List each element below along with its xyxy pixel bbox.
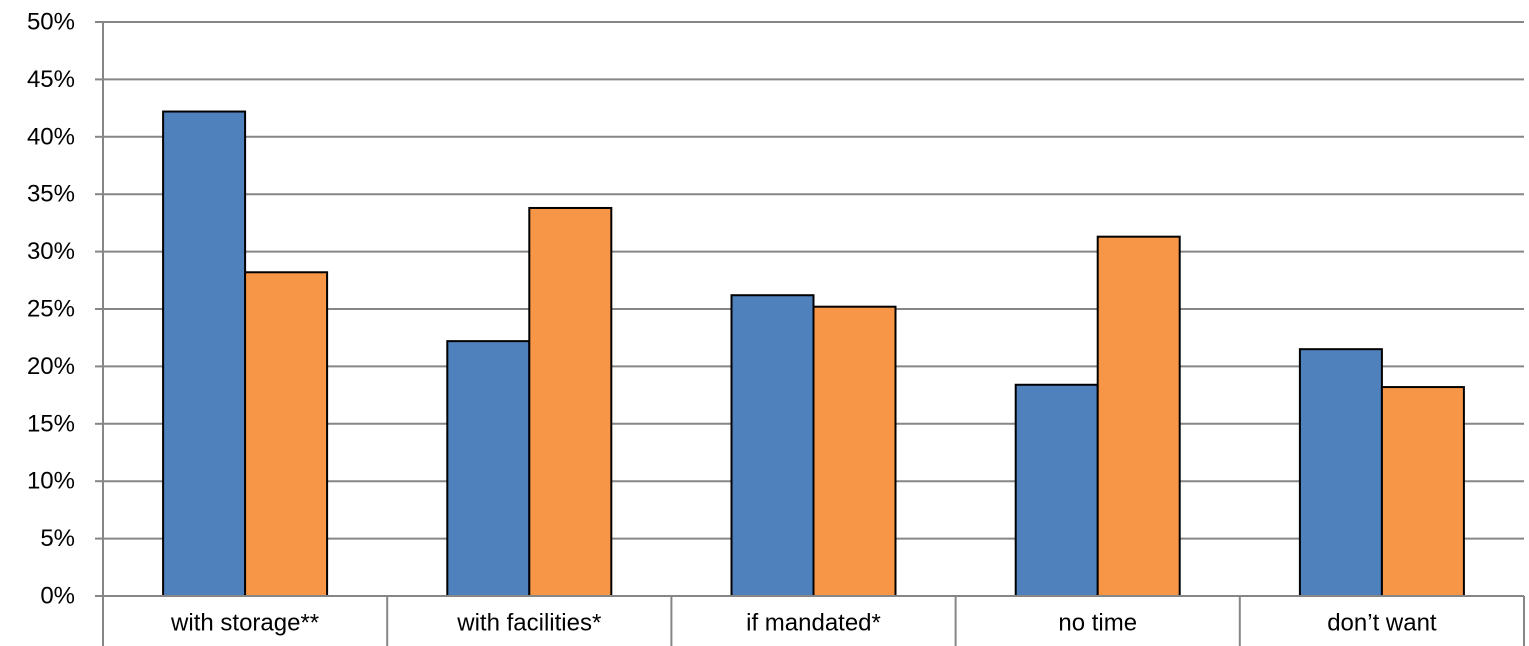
y-tick-label: 40% xyxy=(27,123,75,150)
bar-series-2-2 xyxy=(528,206,613,597)
bar-series-2-5 xyxy=(1380,386,1465,597)
y-tick-label: 20% xyxy=(27,353,75,380)
y-tick-label: 10% xyxy=(27,468,75,495)
category-label: no time xyxy=(1058,610,1137,637)
y-tick-label: 5% xyxy=(40,525,75,552)
y-tick-label: 25% xyxy=(27,296,75,323)
category-label: with facilities* xyxy=(456,610,601,637)
y-axis-tick-labels: 0% 5% 10% 15% 20% 25% 30% 35% 40% 45% 50% xyxy=(27,9,75,610)
bar-series-2-1 xyxy=(244,271,329,597)
bar-series-1-4 xyxy=(1014,383,1099,597)
bar-series-1-1 xyxy=(162,110,247,597)
bar-series-2-4 xyxy=(1096,235,1181,597)
bar-series-1-3 xyxy=(730,294,815,597)
bar-series-1-5 xyxy=(1298,348,1383,597)
y-tick-label: 35% xyxy=(27,181,75,208)
category-label: with storage** xyxy=(170,610,319,637)
y-tick-label: 0% xyxy=(40,583,75,610)
category-label: if mandated* xyxy=(746,610,881,637)
bars xyxy=(162,110,1465,598)
y-tick-label: 45% xyxy=(27,66,75,93)
axes xyxy=(95,21,1525,646)
bar-series-1-2 xyxy=(446,340,531,598)
category-labels: with storage** with facilities* if mandate… xyxy=(170,610,1437,637)
y-tick-label: 30% xyxy=(27,238,75,265)
bar-series-2-3 xyxy=(812,305,897,597)
category-label: don’t want xyxy=(1327,610,1437,637)
y-tick-label: 50% xyxy=(27,9,75,36)
y-tick-label: 15% xyxy=(27,410,75,437)
